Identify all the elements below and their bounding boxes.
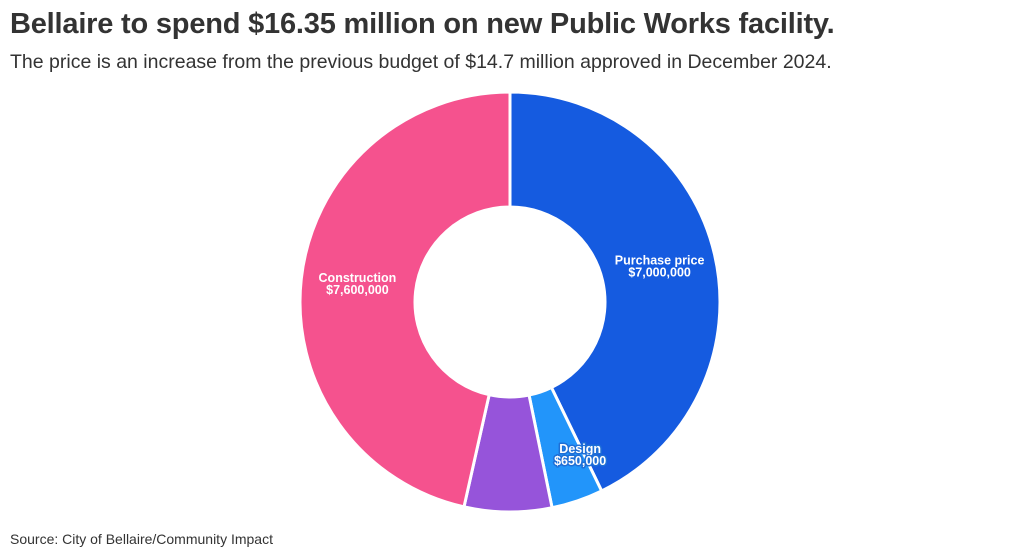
slice-label-value: $650,000 [554, 454, 606, 468]
slice-label-name: Purchase price [615, 254, 705, 268]
chart-title: Bellaire to spend $16.35 million on new … [10, 8, 835, 40]
slice-label-name: Construction [319, 271, 397, 285]
label-purchase-price: Purchase price$7,000,000 [615, 254, 705, 280]
slice-label-value: $7,000,000 [628, 266, 691, 280]
slice-purchase-price [508, 90, 722, 493]
label-design: Design$650,000 [553, 440, 608, 469]
slice-construction [298, 90, 512, 509]
chart-subtitle: The price is an increase from the previo… [10, 51, 832, 73]
label-construction: Construction$7,600,000 [319, 271, 397, 297]
slice-label-value: $7,600,000 [326, 283, 389, 297]
slices-layer [298, 90, 722, 514]
chart-source: Source: City of Bellaire/Community Impac… [10, 531, 273, 547]
slice-label-name: Design [559, 442, 601, 456]
labels-layer: Purchase price$7,000,000 Design$650,000 Co… [319, 254, 705, 470]
